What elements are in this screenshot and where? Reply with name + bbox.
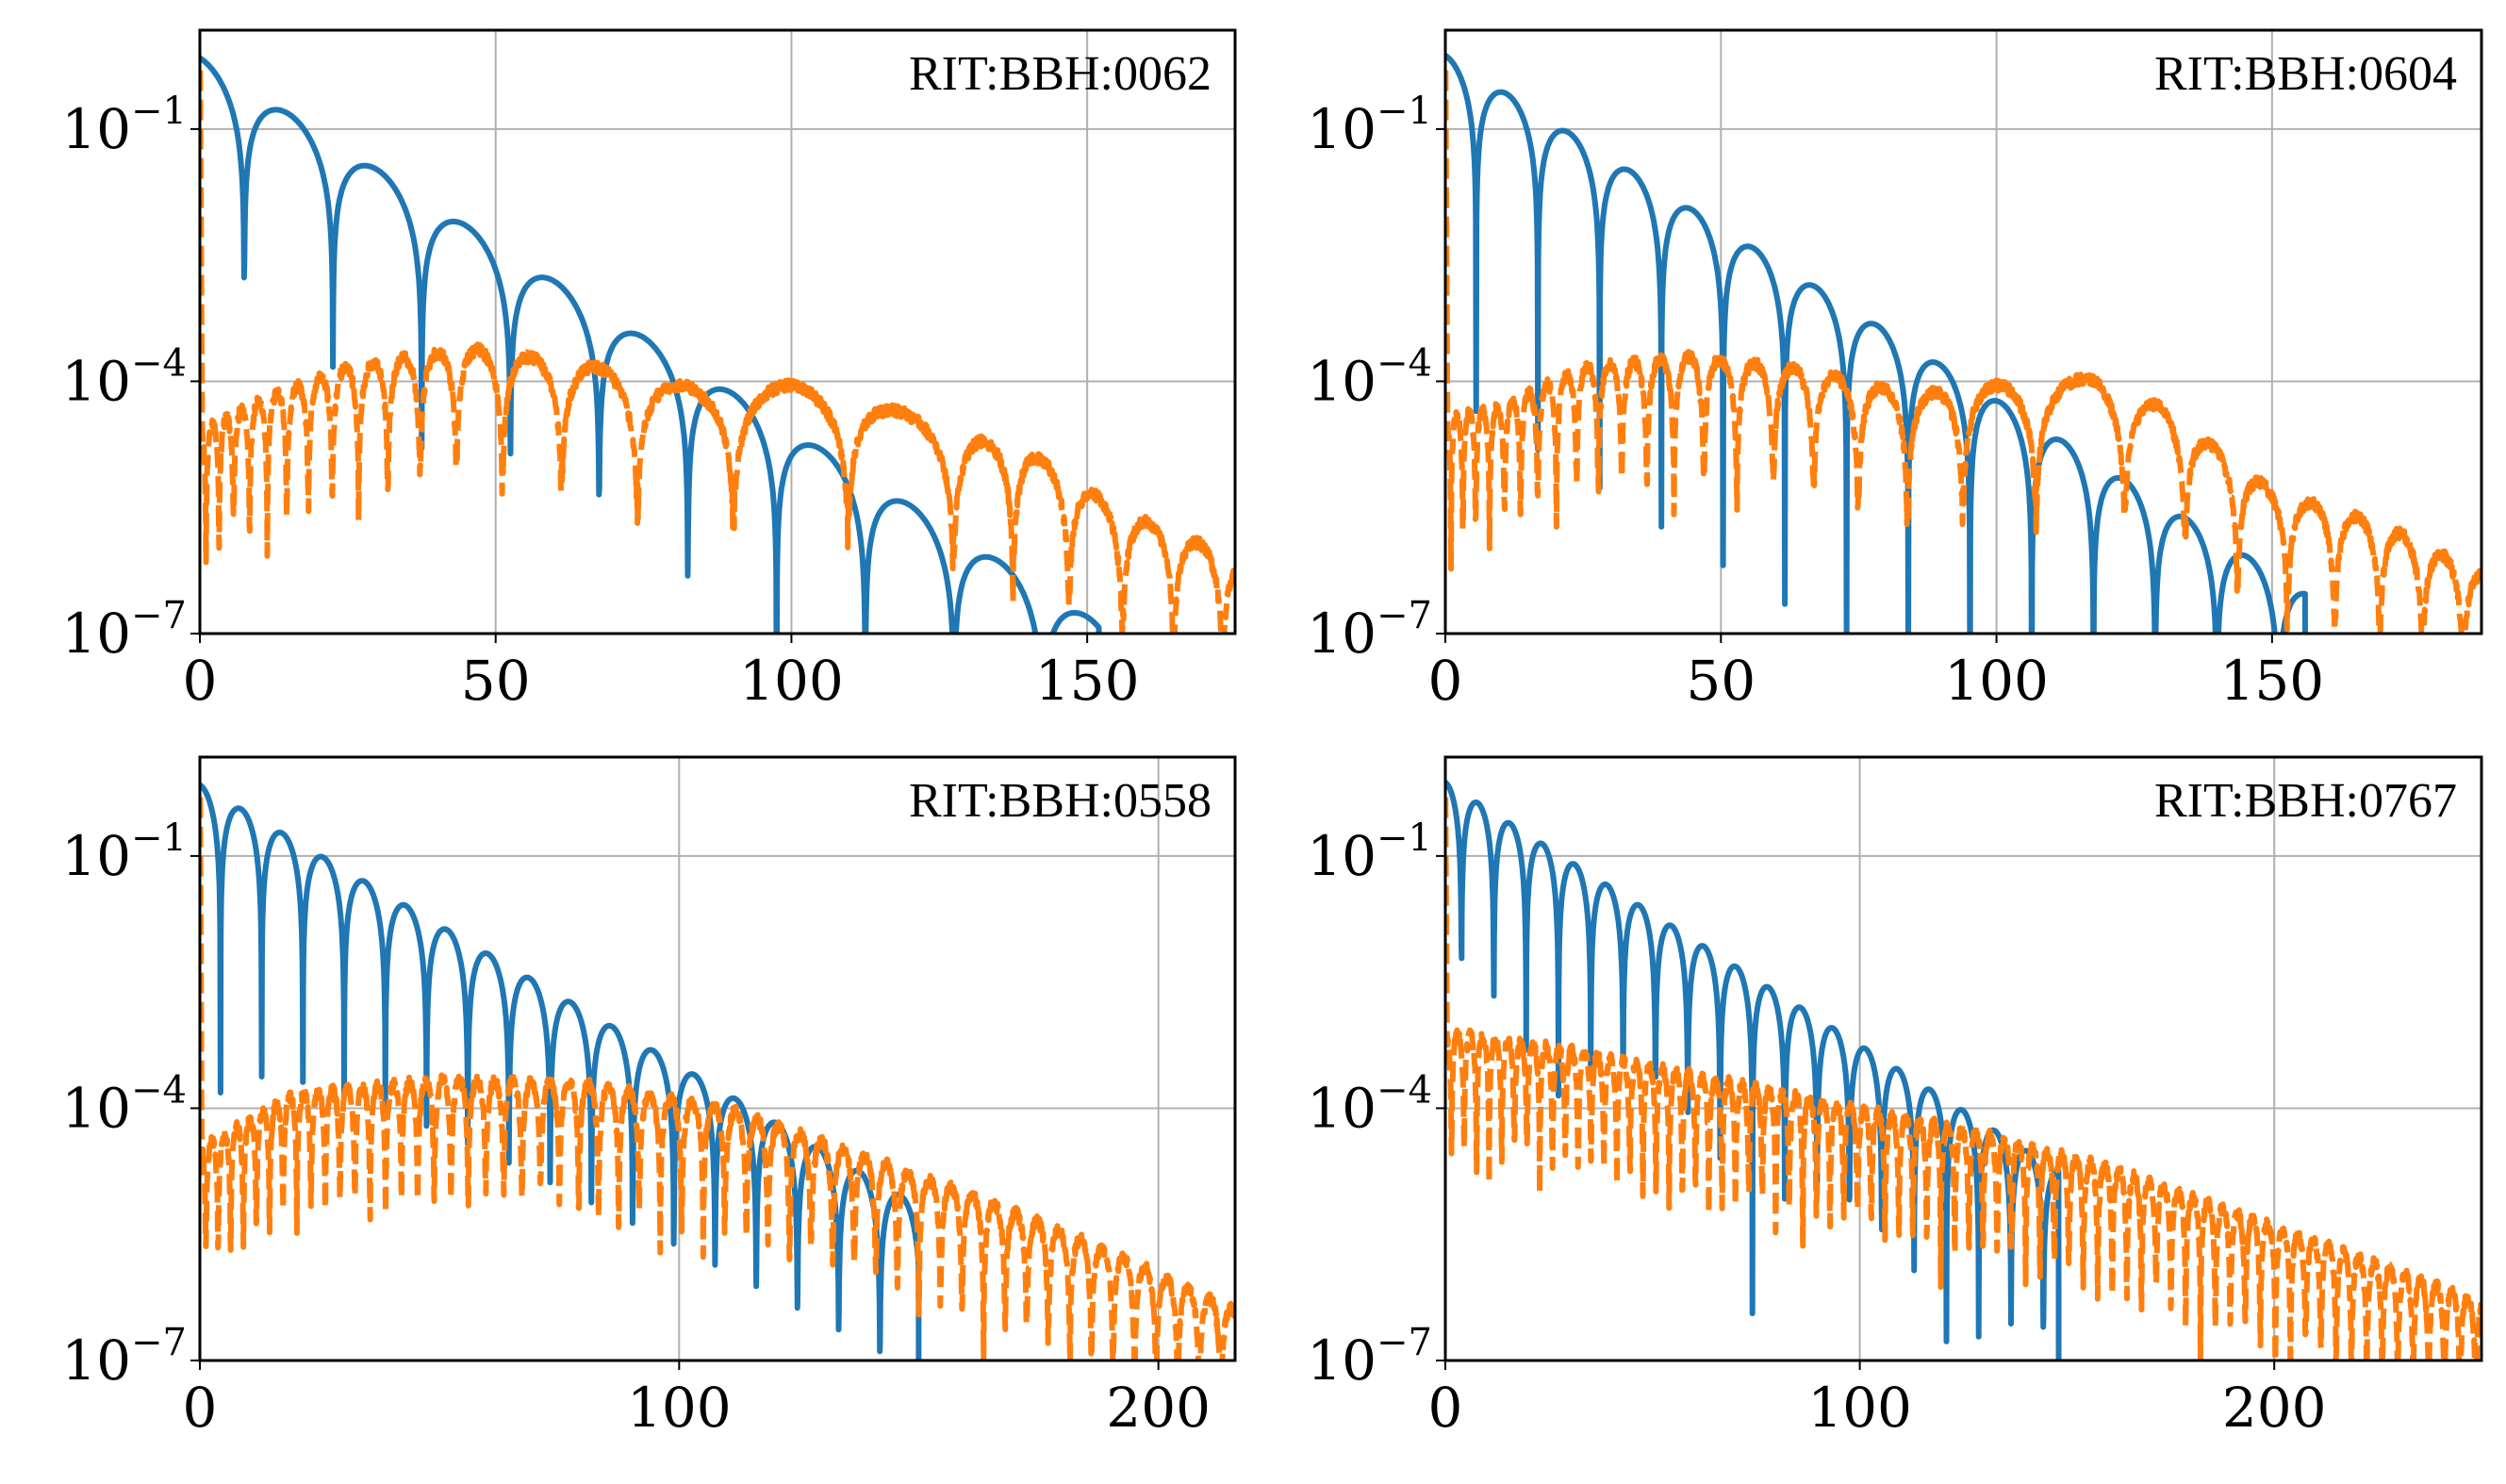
panel-label: RIT:BBH:0558 [909,774,1212,828]
x-tick-label: 150 [2220,649,2325,713]
tick-labels: 0 50 100 150 10−1 10−4 10−7 [61,90,1139,713]
series-line-2 [1445,797,2481,1360]
series-area [200,55,1235,634]
y-tick-label: 10−7 [1307,594,1432,666]
y-tick-label: 10−1 [61,90,187,161]
panel-label: RIT:BBH:0062 [909,47,1212,101]
y-tick-label: 10−1 [61,816,187,888]
y-tick-label: 10−7 [61,594,187,666]
x-tick-label: 100 [627,1376,732,1440]
series-line-1 [1445,780,2062,1360]
y-tick-label: 10−4 [1307,1068,1432,1140]
series-area [1445,780,2481,1360]
series-area [200,782,1235,1360]
x-tick-label: 200 [1106,1376,1211,1440]
panel-label: RIT:BBH:0604 [2154,47,2457,101]
y-tick-label: 10−4 [61,341,187,413]
y-tick-label: 10−7 [1307,1321,1432,1393]
series-line-2 [200,70,1235,634]
y-tick-label: 10−7 [61,1321,187,1393]
series-line-1 [1445,53,2308,634]
series-line-2 [200,797,1235,1360]
panel-rit-bbh-0062: 0 50 100 150 10−1 10−4 10−7 RIT:BBH:0062 [61,28,1237,713]
panel-rit-bbh-0558: 0 100 200 10−1 10−4 10−7 RIT:BBH:0558 [61,755,1237,1440]
tick-labels: 0 50 100 150 10−1 10−4 10−7 [1307,90,2324,713]
panel-rit-bbh-0604: 0 50 100 150 10−1 10−4 10−7 RIT:BBH:0604 [1307,28,2483,713]
x-tick-label: 0 [1428,1376,1463,1440]
panel-rit-bbh-0767: 0 100 200 10−1 10−4 10−7 RIT:BBH:0767 [1307,755,2483,1440]
axes-frame [198,755,1237,1362]
panel-label: RIT:BBH:0767 [2154,774,2457,828]
x-tick-label: 150 [1035,649,1140,713]
y-tick-label: 10−1 [1307,90,1432,161]
x-tick-label: 200 [2222,1376,2327,1440]
y-tick-label: 10−1 [1307,816,1432,888]
x-tick-label: 100 [1944,649,2049,713]
x-tick-label: 100 [739,649,844,713]
tick-labels: 0 100 200 10−1 10−4 10−7 [61,816,1211,1440]
series-line-2 [1445,70,2481,634]
x-tick-label: 50 [1686,649,1756,713]
tick-labels: 0 100 200 10−1 10−4 10−7 [1307,816,2326,1440]
x-tick-label: 0 [183,649,218,713]
axes-frame [1443,755,2483,1362]
x-tick-label: 0 [183,1376,218,1440]
x-tick-label: 100 [1807,1376,1912,1440]
x-tick-label: 50 [461,649,531,713]
axes-frame [1443,28,2483,635]
x-tick-label: 0 [1428,649,1463,713]
y-tick-label: 10−4 [61,1068,187,1140]
y-tick-label: 10−4 [1307,341,1432,413]
series-area [1445,53,2481,634]
series-line-1 [200,55,1102,634]
axes-frame [198,28,1237,635]
